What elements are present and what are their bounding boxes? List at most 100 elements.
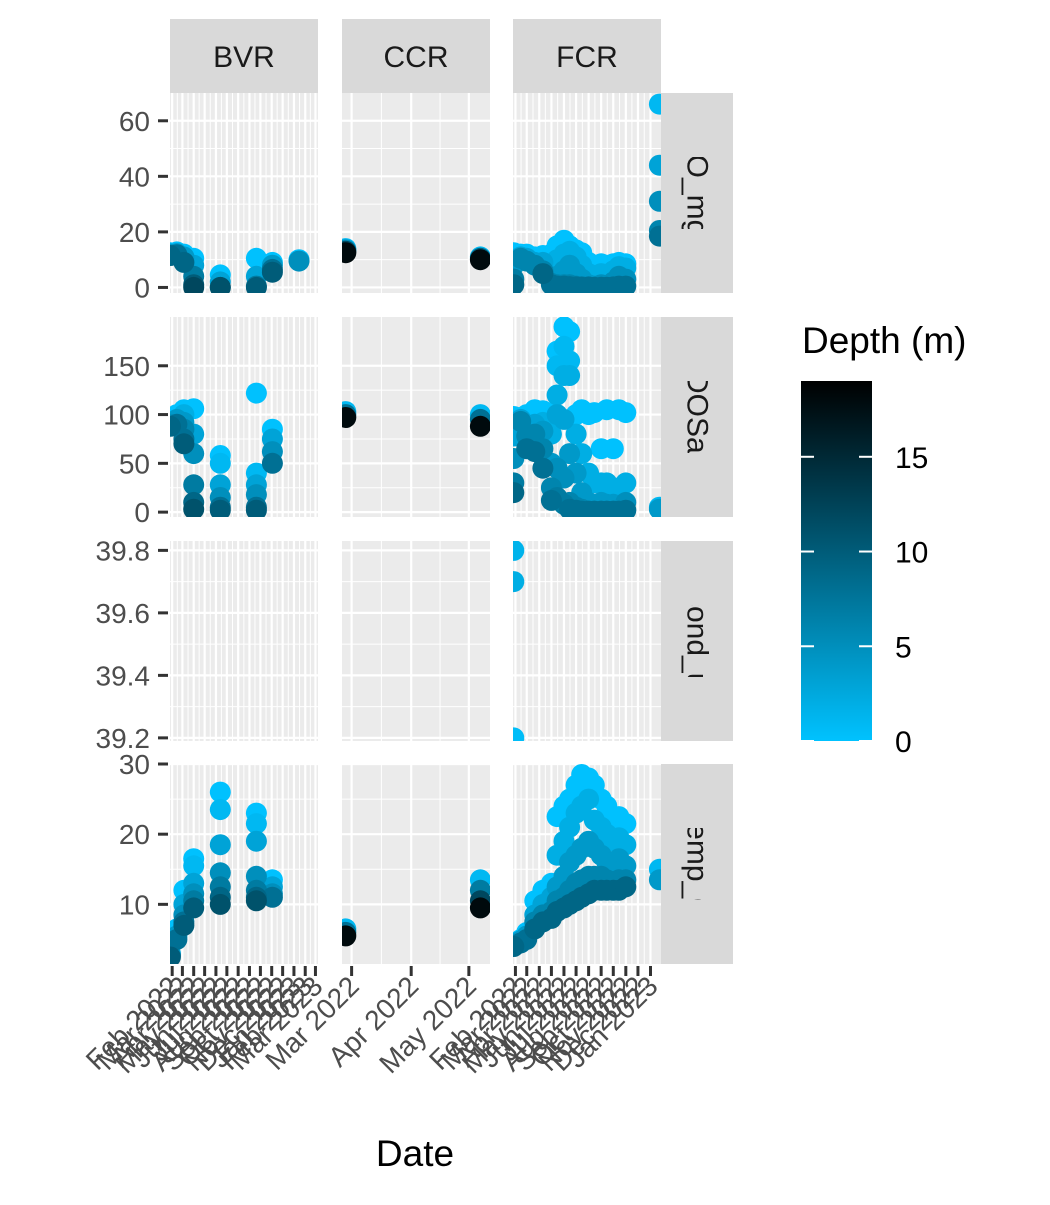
facet-strip-row xyxy=(661,93,733,293)
legend-colorbar xyxy=(801,381,872,741)
data-point xyxy=(532,263,554,285)
facet-strip-label: BVR xyxy=(213,41,275,74)
legend-title: Depth (m) xyxy=(802,320,966,361)
panel-ccr-p-cond-usc xyxy=(342,541,490,741)
data-point xyxy=(245,247,267,269)
data-point xyxy=(245,382,267,404)
panel-fcr-p-cond-usc xyxy=(513,541,661,741)
data-point xyxy=(513,541,525,561)
facet-strip-label: FCR xyxy=(556,41,618,74)
data-point xyxy=(209,781,231,803)
data-points-group xyxy=(170,93,661,964)
panel-ccr-dosat xyxy=(342,317,490,517)
data-point xyxy=(559,365,581,386)
data-point xyxy=(546,384,568,406)
points-bvr-temp-c xyxy=(170,781,283,964)
facet-strip-column xyxy=(342,19,490,93)
data-point xyxy=(173,433,195,455)
data-point xyxy=(170,946,181,964)
panel-bvr-temp-c xyxy=(170,762,318,964)
data-point xyxy=(553,408,575,430)
y-tick-label: 100 xyxy=(103,400,150,431)
data-point xyxy=(245,830,267,852)
data-point xyxy=(209,893,231,915)
data-point xyxy=(173,914,195,936)
data-point xyxy=(209,799,231,821)
data-point xyxy=(513,936,525,957)
y-tick-label: 20 xyxy=(119,819,150,850)
data-point xyxy=(532,457,554,479)
data-point xyxy=(615,472,637,494)
data-point xyxy=(209,452,231,474)
data-point xyxy=(261,886,283,908)
panel-background xyxy=(342,764,490,964)
data-point xyxy=(648,225,661,247)
facet-strip-row xyxy=(661,541,733,741)
y-tick-label: 39.8 xyxy=(96,535,151,566)
data-point xyxy=(615,876,637,898)
points-bvr-do-mgl xyxy=(170,241,310,293)
data-point xyxy=(559,443,581,465)
y-tick-label: 39.6 xyxy=(96,598,151,629)
data-point xyxy=(183,897,205,919)
data-point xyxy=(648,190,661,212)
y-tick-label: 150 xyxy=(103,351,150,382)
data-point xyxy=(469,249,490,271)
facet-strip-label: p_cond_uSc xyxy=(681,558,714,725)
data-point xyxy=(209,276,231,293)
y-tick-label: 40 xyxy=(119,161,150,192)
data-point xyxy=(513,482,525,504)
data-point xyxy=(469,415,490,437)
panel-background xyxy=(342,541,490,741)
facet-strip-column xyxy=(170,19,318,93)
data-point xyxy=(648,869,661,891)
points-ccr-do-mgl xyxy=(342,238,490,271)
data-point xyxy=(648,93,661,115)
data-point xyxy=(513,274,525,293)
data-point xyxy=(578,788,600,810)
data-point xyxy=(245,499,267,517)
facet-strip-column xyxy=(513,19,661,93)
data-point xyxy=(342,242,357,264)
panel-ccr-temp-c xyxy=(342,762,490,964)
y-tick-label: 30 xyxy=(119,749,150,780)
x-axis-title: Date xyxy=(376,1133,454,1174)
panel-background xyxy=(342,317,490,517)
data-point xyxy=(524,441,546,463)
color-legend: Depth (m) 0 5 10 15 xyxy=(801,320,966,759)
data-point xyxy=(245,276,267,293)
data-point xyxy=(469,897,490,919)
facet-strip-label: CCR xyxy=(384,41,449,74)
legend-tick-label: 10 xyxy=(895,537,928,570)
legend-tick-label: 0 xyxy=(895,726,912,759)
data-point xyxy=(342,407,357,428)
data-point xyxy=(602,438,624,460)
points-fcr-p-cond-usc xyxy=(513,541,525,741)
data-point xyxy=(513,571,525,593)
data-point xyxy=(183,276,205,293)
facet-strip-label: DOSat xyxy=(681,372,714,463)
points-ccr-temp-c xyxy=(342,869,490,947)
data-point xyxy=(342,925,357,947)
data-point xyxy=(209,499,231,517)
data-point xyxy=(615,275,637,293)
facet-strip-row xyxy=(661,317,733,517)
data-point xyxy=(183,474,205,496)
data-point xyxy=(170,415,181,437)
data-point xyxy=(288,250,310,272)
points-fcr-dosat xyxy=(513,317,661,517)
facet-strip-label: DO_mgL xyxy=(681,133,714,253)
data-point xyxy=(245,890,267,912)
facet-strip-label: Temp_C xyxy=(681,808,714,920)
panel-bvr-p-cond-usc xyxy=(170,541,318,741)
data-point xyxy=(513,727,525,741)
data-point xyxy=(183,855,205,877)
data-point xyxy=(648,154,661,176)
data-point xyxy=(261,261,283,283)
y-tick-label: 39.4 xyxy=(96,660,151,691)
points-fcr-do-mgl xyxy=(513,93,661,293)
y-tick-label: 60 xyxy=(119,106,150,137)
y-tick-label: 39.2 xyxy=(96,723,151,754)
